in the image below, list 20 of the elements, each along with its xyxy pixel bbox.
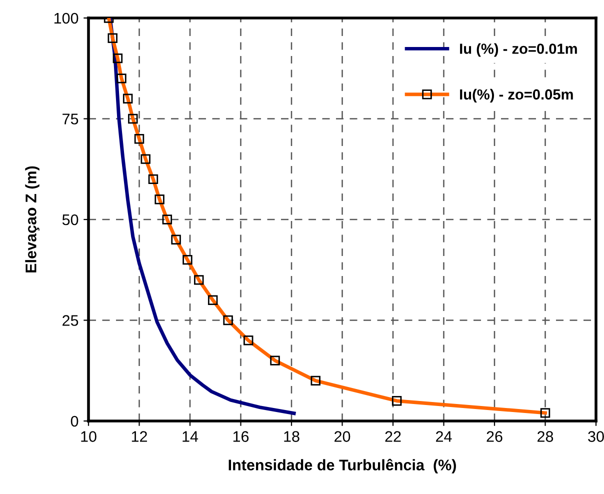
- x-tick-label: 16: [233, 431, 249, 442]
- legend-label: Iu (%) - zo=0.01m: [460, 43, 577, 57]
- x-axis-title: Intensidade de Turbulência (%): [228, 458, 456, 474]
- x-tick-label: 18: [284, 431, 300, 442]
- x-tick-label: 20: [334, 431, 350, 442]
- x-tick-label: 14: [182, 431, 198, 442]
- y-tick-label: 0: [70, 416, 78, 427]
- y-tick-label: 100: [54, 12, 78, 24]
- x-tick-label: 30: [588, 431, 604, 442]
- y-axis-title: Elevaçao Z (m): [25, 166, 40, 272]
- x-tick-label: 26: [486, 431, 502, 442]
- y-tick-label: 50: [62, 214, 78, 226]
- x-tick-label: 22: [385, 431, 401, 442]
- legend-label: Iu(%) - zo=0.05m: [460, 88, 573, 102]
- y-tick-label: 25: [62, 315, 78, 326]
- x-tick-label: 28: [538, 431, 554, 442]
- x-tick-label: 10: [81, 431, 96, 442]
- x-tick-label: 24: [436, 431, 452, 442]
- x-tick-label: 12: [132, 431, 147, 442]
- y-tick-label: 75: [62, 114, 78, 124]
